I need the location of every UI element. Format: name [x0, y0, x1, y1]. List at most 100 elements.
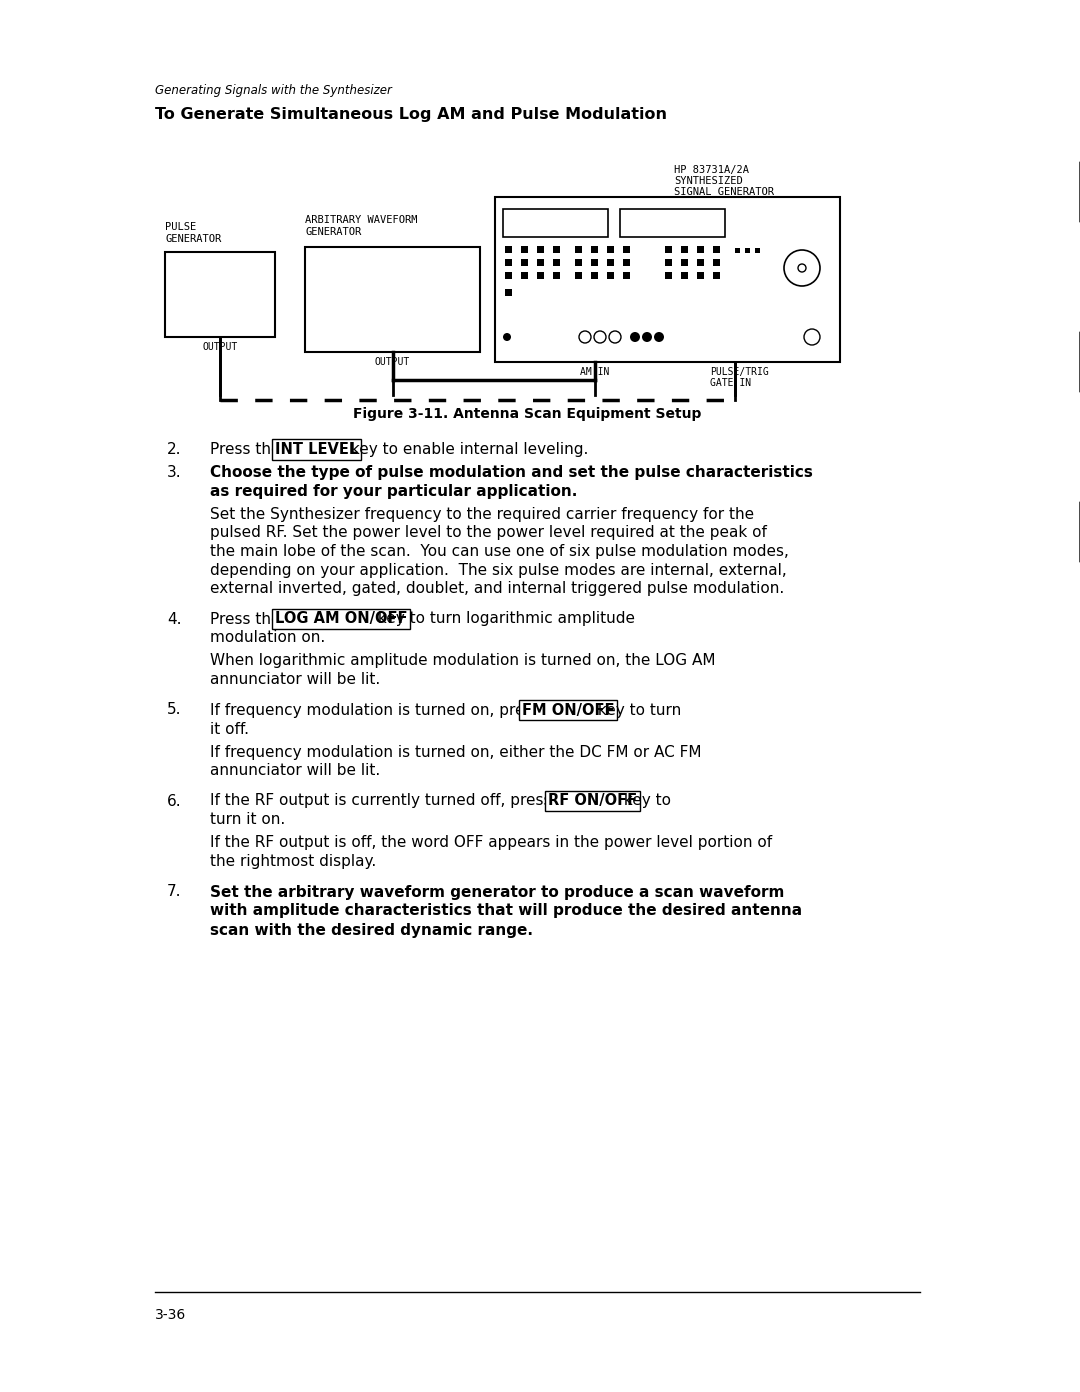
Bar [697, 246, 704, 253]
Bar [553, 271, 561, 278]
Circle shape [630, 333, 640, 342]
Bar [620, 209, 725, 237]
Text: FM ON/OFF: FM ON/OFF [522, 703, 615, 717]
Circle shape [804, 329, 820, 345]
Circle shape [579, 331, 591, 342]
Text: If frequency modulation is turned on, either the DC FM or AC FM: If frequency modulation is turned on, ei… [210, 745, 702, 760]
Bar [495, 198, 840, 362]
Text: OUTPUT: OUTPUT [202, 342, 238, 352]
Text: Figure 3-11. Antenna Scan Equipment Setup: Figure 3-11. Antenna Scan Equipment Setu… [353, 406, 702, 420]
Bar [623, 246, 630, 253]
Text: 4.: 4. [167, 611, 181, 626]
Text: 3.: 3. [167, 465, 181, 480]
Bar [537, 259, 544, 266]
Text: key to enable internal leveling.: key to enable internal leveling. [347, 443, 589, 457]
Circle shape [798, 264, 806, 271]
Bar [165, 252, 275, 337]
Bar [591, 259, 598, 266]
Bar [591, 271, 598, 278]
Text: Choose the type of pulse modulation and set the pulse characteristics: Choose the type of pulse modulation and … [210, 465, 813, 480]
Text: Set the Synthesizer frequency to the required carrier frequency for the: Set the Synthesizer frequency to the req… [210, 507, 754, 522]
Text: pulsed RF. Set the power level to the power level required at the peak of: pulsed RF. Set the power level to the po… [210, 526, 767, 540]
Bar [681, 271, 688, 278]
Bar [607, 271, 615, 278]
Bar [745, 248, 750, 253]
Text: HP 83731A/2A: HP 83731A/2A [674, 166, 750, 175]
Bar [665, 271, 672, 278]
Bar [505, 259, 512, 266]
Bar [623, 271, 630, 278]
Bar [503, 209, 608, 237]
Text: key to turn logarithmic amplitude: key to turn logarithmic amplitude [374, 611, 635, 626]
Text: as required for your particular application.: as required for your particular applicat… [210, 484, 578, 498]
Bar [713, 246, 720, 253]
Text: AM IN: AM IN [580, 367, 610, 377]
Bar [697, 271, 704, 278]
Text: the rightmost display.: the rightmost display. [210, 855, 376, 869]
Text: PULSE/TRIG: PULSE/TRIG [710, 367, 769, 377]
Circle shape [784, 251, 820, 285]
Text: Generating Signals with the Synthesizer: Generating Signals with the Synthesizer [156, 84, 392, 97]
Text: If frequency modulation is turned on, press the: If frequency modulation is turned on, pr… [210, 703, 576, 717]
Text: GENERATOR: GENERATOR [165, 234, 221, 244]
Text: Press the: Press the [210, 611, 285, 626]
Text: annunciator will be lit.: annunciator will be lit. [210, 672, 380, 688]
Bar [681, 246, 688, 253]
Text: If the RF output is off, the word OFF appears in the power level portion of: If the RF output is off, the word OFF ap… [210, 835, 772, 851]
Text: key to: key to [619, 793, 671, 809]
Circle shape [503, 333, 511, 341]
Text: 5.: 5. [167, 703, 181, 717]
Text: OUTPUT: OUTPUT [375, 356, 410, 367]
Bar [537, 246, 544, 253]
Text: with amplitude characteristics that will produce the desired antenna: with amplitude characteristics that will… [210, 903, 802, 919]
Bar [575, 271, 582, 278]
Text: 7.: 7. [167, 884, 181, 899]
Text: 2.: 2. [167, 443, 181, 457]
Bar [505, 271, 512, 278]
Bar [755, 248, 760, 253]
Text: scan with the desired dynamic range.: scan with the desired dynamic range. [210, 923, 534, 937]
Text: 3-36: 3-36 [156, 1308, 186, 1322]
Text: 6.: 6. [167, 793, 181, 809]
Bar [521, 259, 528, 266]
Bar [623, 259, 630, 266]
Bar [505, 246, 512, 253]
Text: external inverted, gated, doublet, and internal triggered pulse modulation.: external inverted, gated, doublet, and i… [210, 580, 784, 596]
Text: it off.: it off. [210, 721, 249, 736]
Text: When logarithmic amplitude modulation is turned on, the LOG AM: When logarithmic amplitude modulation is… [210, 653, 715, 668]
Text: Set the arbitrary waveform generator to produce a scan waveform: Set the arbitrary waveform generator to … [210, 884, 784, 899]
Bar [553, 246, 561, 253]
Text: PULSE: PULSE [165, 221, 197, 232]
Bar [607, 246, 615, 253]
Bar [591, 246, 598, 253]
Circle shape [642, 333, 652, 342]
Bar [553, 259, 561, 266]
Text: depending on your application.  The six pulse modes are internal, external,: depending on your application. The six p… [210, 562, 786, 578]
Text: annunciator will be lit.: annunciator will be lit. [210, 763, 380, 778]
Text: To Generate Simultaneous Log AM and Pulse Modulation: To Generate Simultaneous Log AM and Puls… [156, 107, 667, 122]
Text: If the RF output is currently turned off, press the: If the RF output is currently turned off… [210, 793, 586, 809]
Text: SIGNAL GENERATOR: SIGNAL GENERATOR [674, 187, 774, 198]
Text: key to turn: key to turn [593, 703, 681, 717]
Bar [537, 271, 544, 278]
Text: turn it on.: turn it on. [210, 813, 285, 827]
Text: INT LEVEL: INT LEVEL [275, 443, 359, 457]
Bar [713, 259, 720, 266]
Text: ARBITRARY WAVEFORM: ARBITRARY WAVEFORM [305, 214, 418, 226]
Bar [607, 259, 615, 266]
Text: RF ON/OFF: RF ON/OFF [548, 793, 637, 809]
Circle shape [609, 331, 621, 342]
Text: GATE IN: GATE IN [710, 379, 751, 388]
Bar [575, 246, 582, 253]
Text: LOG AM ON/OFF: LOG AM ON/OFF [275, 611, 407, 626]
Bar [521, 246, 528, 253]
Bar [735, 248, 740, 253]
Bar [521, 271, 528, 278]
Circle shape [654, 333, 664, 342]
Text: SYNTHESIZED: SYNTHESIZED [674, 175, 743, 187]
Bar [575, 259, 582, 266]
Bar [505, 290, 512, 296]
Bar [305, 246, 480, 352]
Text: the main lobe of the scan.  You can use one of six pulse modulation modes,: the main lobe of the scan. You can use o… [210, 544, 788, 560]
Text: modulation on.: modulation on. [210, 631, 325, 646]
